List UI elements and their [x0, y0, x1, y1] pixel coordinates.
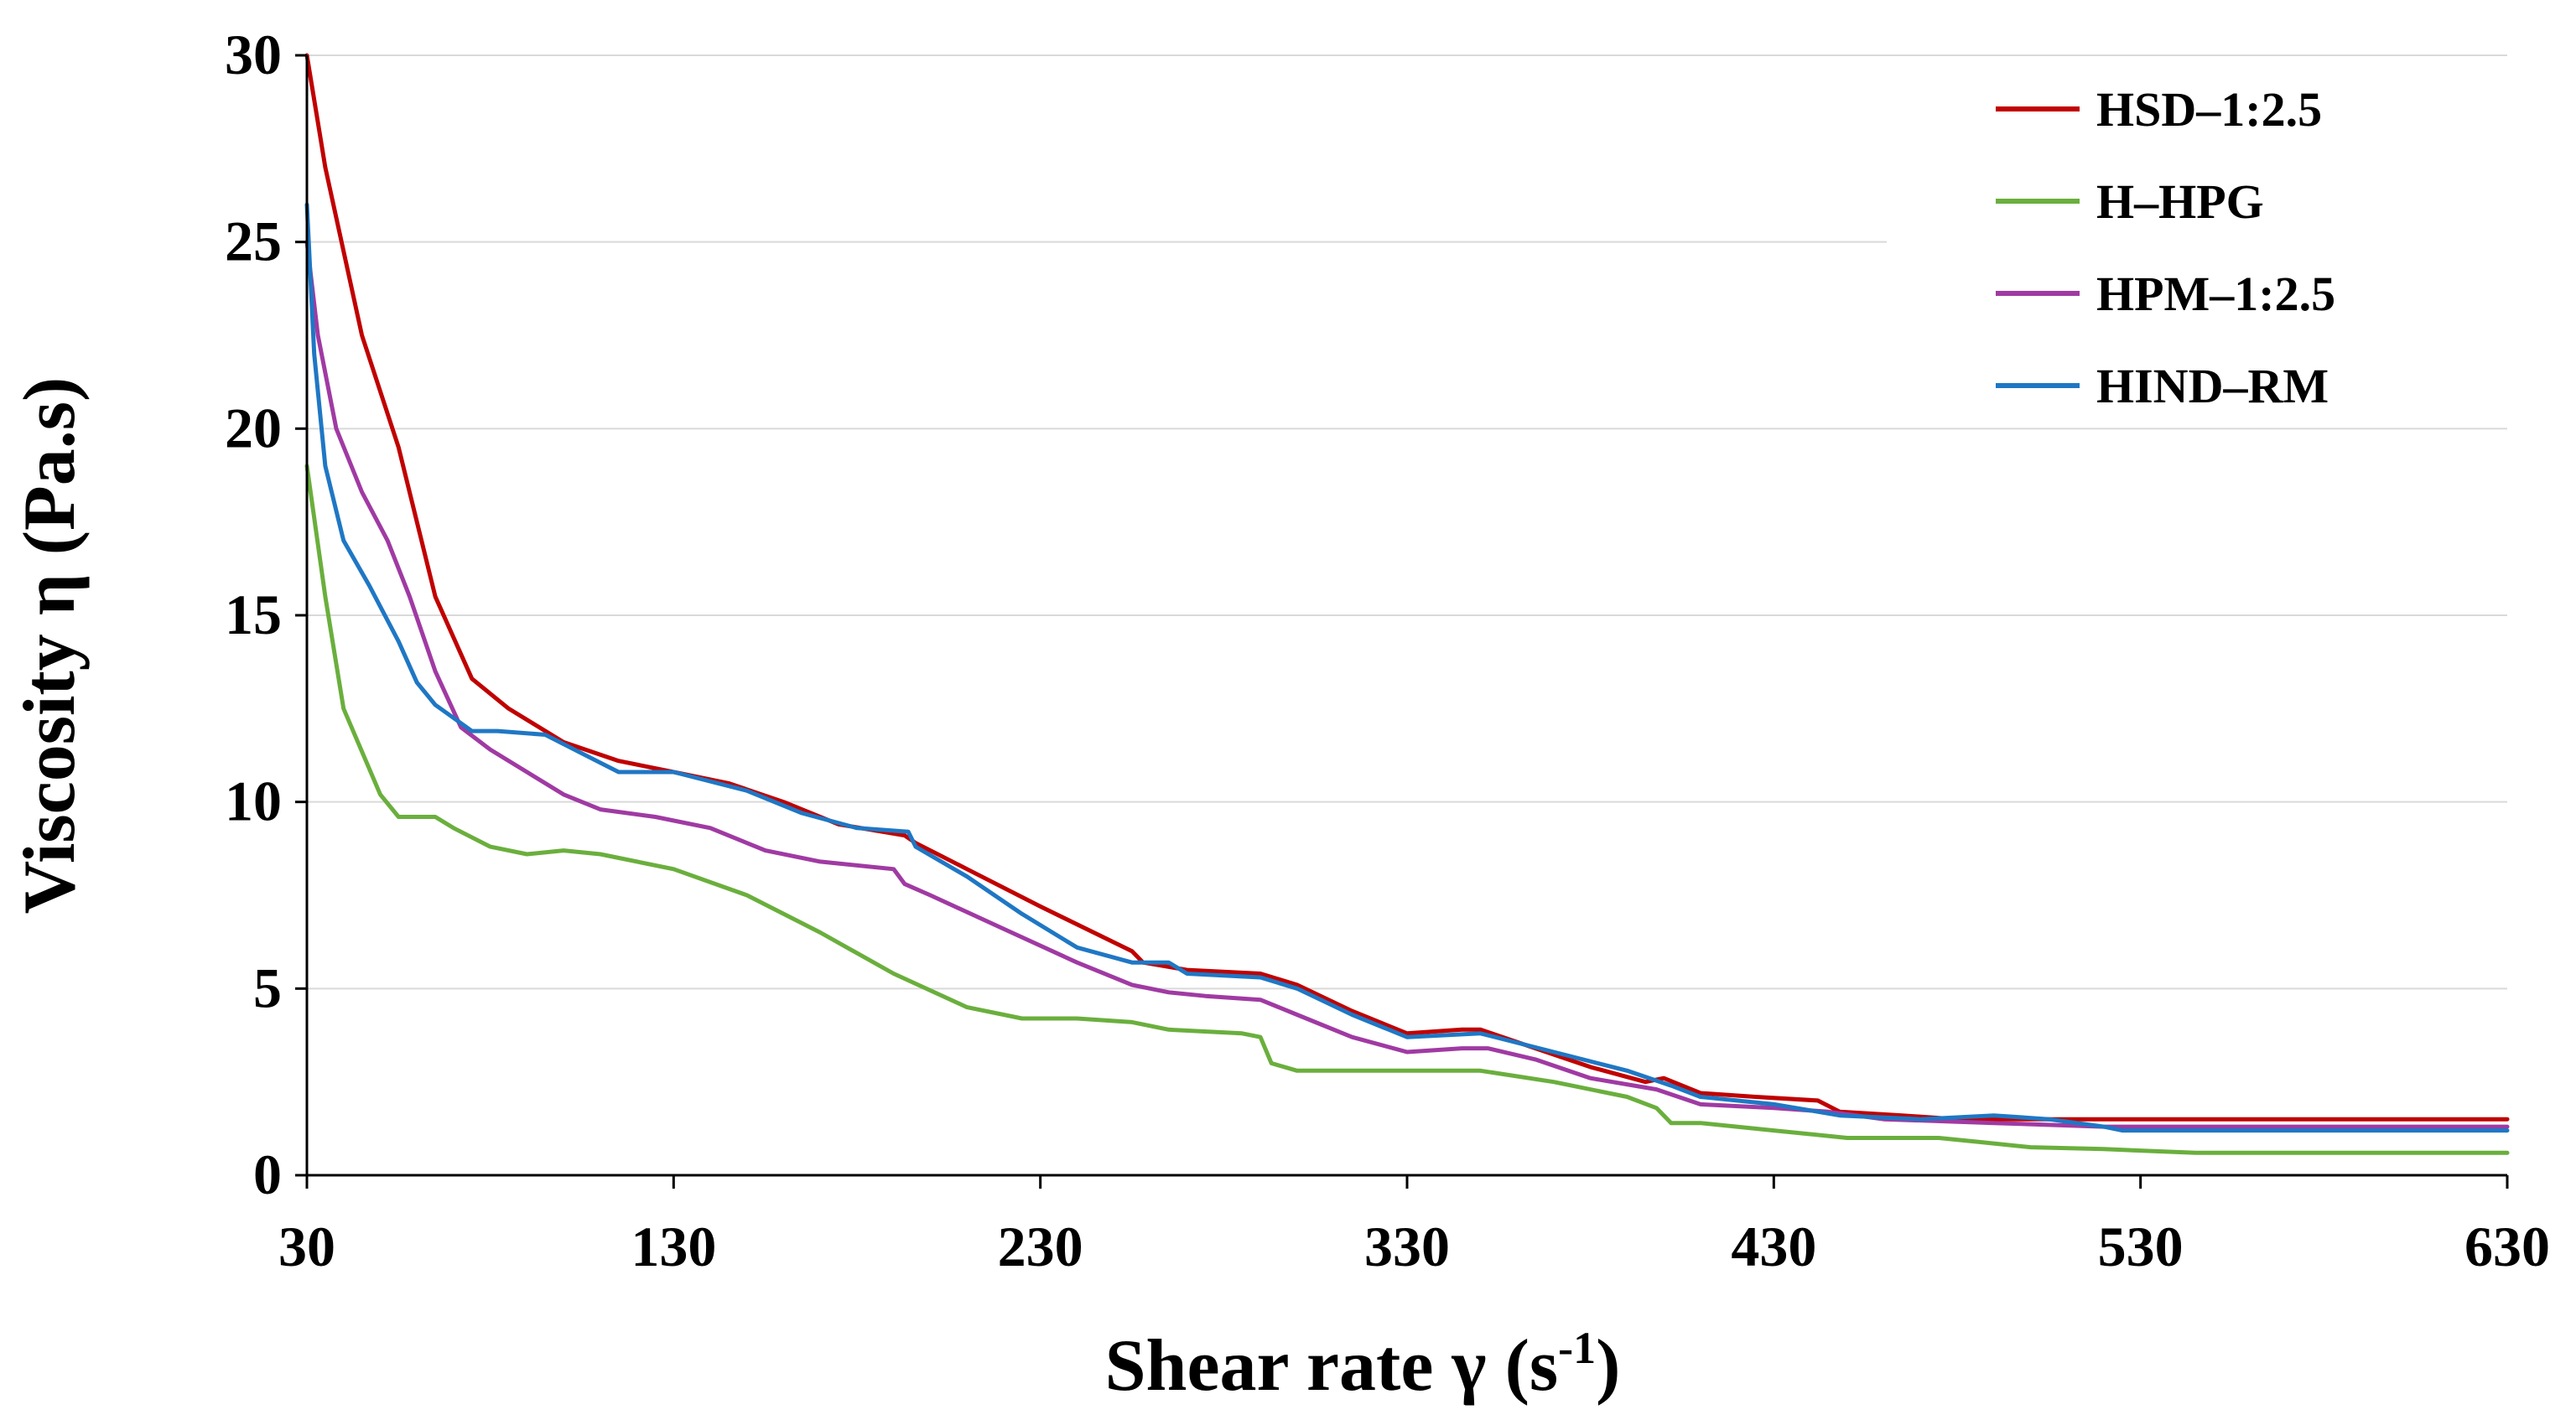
y-tick-label-5: 5: [253, 956, 282, 1019]
x-axis-title-suffix: ): [1596, 1325, 1620, 1407]
legend-label-2: HPM–1:2.5: [2096, 267, 2335, 321]
axes: [295, 54, 2509, 1189]
legend-label-1: H–HPG: [2096, 174, 2264, 229]
series-lines: [304, 53, 2510, 1155]
y-axis-title: Viscosity η (Pa.s): [9, 377, 91, 915]
x-tick-label-330: 330: [1364, 1215, 1450, 1278]
y-tick-label-25: 25: [225, 210, 282, 273]
legend-label-3: HIND–RM: [2096, 359, 2329, 413]
x-tick-label-230: 230: [998, 1215, 1083, 1278]
x-tick-label-430: 430: [1731, 1215, 1816, 1278]
y-tick-label-30: 30: [225, 23, 282, 86]
y-tick-label-10: 10: [225, 770, 282, 833]
x-axis-title-main: Shear rate γ (s: [1105, 1325, 1559, 1407]
series-line-3: [304, 202, 2510, 1133]
legend: HSD–1:2.5 H–HPG HPM–1:2.5 HIND–RM: [1996, 82, 2335, 413]
x-tick-label-630: 630: [2464, 1215, 2550, 1278]
y-tick-label-0: 0: [253, 1143, 282, 1206]
grid-lines: [307, 54, 2507, 990]
series-line-0: [304, 53, 2510, 1122]
x-tick-label-130: 130: [631, 1215, 716, 1278]
x-axis-title-superscript: -1: [1558, 1323, 1596, 1373]
x-axis-title: Shear rate γ (s-1): [1105, 1323, 1621, 1407]
legend-label-0: HSD–1:2.5: [2096, 82, 2322, 137]
x-tick-label-30: 30: [278, 1215, 335, 1278]
y-tick-label-15: 15: [225, 583, 282, 646]
y-tick-label-20: 20: [225, 396, 282, 459]
tick-labels: 0 5 10 15 20 25 30 30 130 230 330 430 530 630: [225, 23, 2550, 1278]
series-line-1: [304, 464, 2510, 1155]
series-line-2: [304, 240, 2510, 1129]
x-tick-label-530: 530: [2098, 1215, 2184, 1278]
